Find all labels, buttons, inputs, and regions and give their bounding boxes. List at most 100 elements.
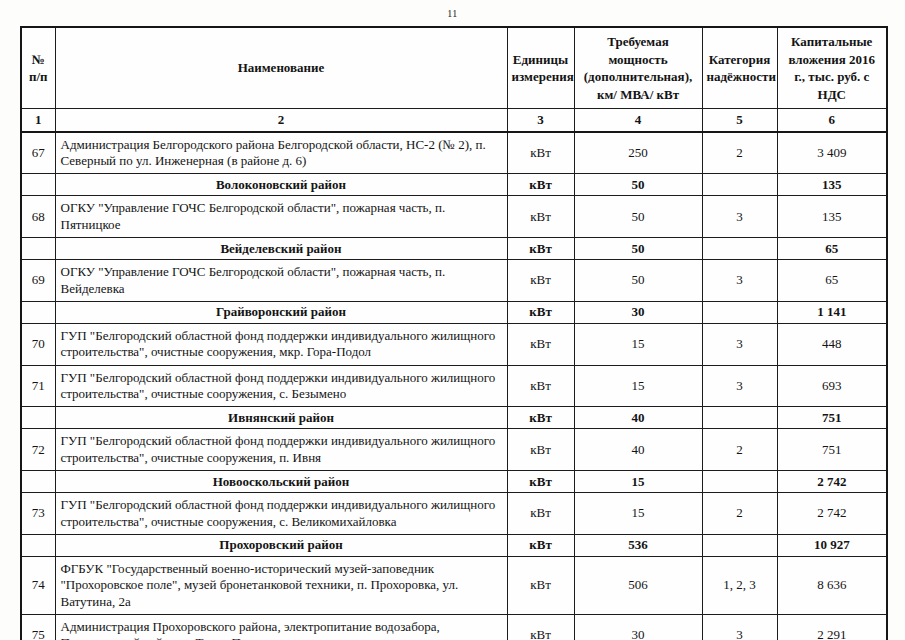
district-section-row: Волоконовский район кВт 50 135 [21, 174, 887, 196]
row-name-cell: ГУП "Белгородский областной фонд поддерж… [55, 493, 507, 535]
row-category-cell: 1, 2, 3 [702, 556, 777, 614]
row-number-cell: 69 [21, 260, 55, 302]
row-number-cell [21, 471, 55, 493]
row-number-cell [21, 174, 55, 196]
row-category-cell [702, 471, 777, 493]
row-category-cell [702, 301, 777, 323]
district-section-row: Прохоровский район кВт 536 10 927 [21, 534, 887, 556]
col-header-name: Наименование [55, 27, 507, 109]
row-name-cell: Администрация Прохоровского района, элек… [55, 615, 507, 640]
row-category-cell [702, 174, 777, 196]
col-index-5: 5 [702, 109, 777, 132]
row-investment-cell: 2 291 [777, 615, 887, 640]
row-number-cell [21, 301, 55, 323]
district-section-row: Новооскольский район кВт 15 2 742 [21, 471, 887, 493]
row-number-cell: 70 [21, 323, 55, 365]
row-power-cell: 50 [574, 174, 702, 196]
row-number-cell: 75 [21, 615, 55, 640]
row-category-cell: 2 [702, 132, 777, 174]
row-name-cell: ГУП "Белгородский областной фонд поддерж… [55, 323, 507, 365]
row-unit-cell: кВт [507, 471, 574, 493]
row-investment-cell: 448 [777, 323, 887, 365]
row-unit-cell: кВт [507, 238, 574, 260]
row-unit-cell: кВт [507, 260, 574, 302]
row-power-cell: 50 [574, 196, 702, 238]
row-category-cell [702, 238, 777, 260]
table-row: 67 Администрация Белгородского района Бе… [21, 132, 887, 174]
col-header-num: № п/п [21, 27, 55, 109]
row-power-cell: 30 [574, 301, 702, 323]
row-power-cell: 506 [574, 556, 702, 614]
row-name-cell: ГУП "Белгородский областной фонд поддерж… [55, 429, 507, 471]
row-name-cell: ОГКУ "Управление ГОЧС Белгородской облас… [55, 196, 507, 238]
row-investment-cell: 135 [777, 196, 887, 238]
row-investment-cell: 2 742 [777, 471, 887, 493]
row-investment-cell: 8 636 [777, 556, 887, 614]
row-category-cell: 3 [702, 365, 777, 407]
col-header-power: Требуемая мощность (дополнительная), км/… [574, 27, 702, 109]
table-row: 68 ОГКУ "Управление ГОЧС Белгородской об… [21, 196, 887, 238]
row-number-cell [21, 238, 55, 260]
row-investment-cell: 3 409 [777, 132, 887, 174]
row-name-cell: Новооскольский район [55, 471, 507, 493]
row-name-cell: Администрация Белгородского района Белго… [55, 132, 507, 174]
row-category-cell: 3 [702, 260, 777, 302]
row-investment-cell: 693 [777, 365, 887, 407]
page-number: 11 [0, 0, 905, 26]
col-header-invest: Капитальные вложения 2016 г., тыс. руб. … [777, 27, 887, 109]
row-power-cell: 15 [574, 493, 702, 535]
row-power-cell: 40 [574, 407, 702, 429]
row-unit-cell: кВт [507, 407, 574, 429]
row-number-cell: 68 [21, 196, 55, 238]
col-index-6: 6 [777, 109, 887, 132]
col-header-category: Категория надёжности [702, 27, 777, 109]
header-row: № п/п Наименование Единицы измерения Тре… [21, 27, 887, 109]
row-unit-cell: кВт [507, 323, 574, 365]
row-power-cell: 15 [574, 471, 702, 493]
col-index-4: 4 [574, 109, 702, 132]
row-power-cell: 40 [574, 429, 702, 471]
row-unit-cell: кВт [507, 301, 574, 323]
district-section-row: Вейделевский район кВт 50 65 [21, 238, 887, 260]
row-unit-cell: кВт [507, 534, 574, 556]
row-unit-cell: кВт [507, 174, 574, 196]
row-name-cell: ГУП "Белгородский областной фонд поддерж… [55, 365, 507, 407]
row-unit-cell: кВт [507, 615, 574, 640]
row-power-cell: 50 [574, 238, 702, 260]
table-row: 71 ГУП "Белгородский областной фонд подд… [21, 365, 887, 407]
row-power-cell: 15 [574, 323, 702, 365]
district-section-row: Ивнянский район кВт 40 751 [21, 407, 887, 429]
row-number-cell [21, 534, 55, 556]
row-name-cell: Ивнянский район [55, 407, 507, 429]
row-name-cell: Грайворонский район [55, 301, 507, 323]
row-investment-cell: 1 141 [777, 301, 887, 323]
table-header: № п/п Наименование Единицы измерения Тре… [21, 27, 887, 132]
row-investment-cell: 10 927 [777, 534, 887, 556]
row-investment-cell: 65 [777, 238, 887, 260]
row-category-cell: 2 [702, 429, 777, 471]
row-number-cell: 67 [21, 132, 55, 174]
document-page: 11 № п/п Наименование Единицы измерения … [0, 0, 905, 640]
col-index-3: 3 [507, 109, 574, 132]
row-power-cell: 536 [574, 534, 702, 556]
col-index-2: 2 [55, 109, 507, 132]
row-investment-cell: 65 [777, 260, 887, 302]
row-power-cell: 250 [574, 132, 702, 174]
row-name-cell: ФГБУК "Государственный военно-историческ… [55, 556, 507, 614]
table-row: 75 Администрация Прохоровского района, э… [21, 615, 887, 640]
row-number-cell [21, 407, 55, 429]
row-investment-cell: 2 742 [777, 493, 887, 535]
row-power-cell: 30 [574, 615, 702, 640]
row-category-cell: 3 [702, 323, 777, 365]
row-power-cell: 50 [574, 260, 702, 302]
row-name-cell: Прохоровский район [55, 534, 507, 556]
table-body: 67 Администрация Белгородского района Бе… [21, 132, 887, 640]
row-investment-cell: 135 [777, 174, 887, 196]
row-category-cell: 2 [702, 493, 777, 535]
table-row: 74 ФГБУК "Государственный военно-историч… [21, 556, 887, 614]
row-category-cell: 3 [702, 615, 777, 640]
capacity-investments-table: № п/п Наименование Единицы измерения Тре… [20, 26, 888, 640]
row-category-cell: 3 [702, 196, 777, 238]
table-row: 70 ГУП "Белгородский областной фонд подд… [21, 323, 887, 365]
row-number-cell: 73 [21, 493, 55, 535]
